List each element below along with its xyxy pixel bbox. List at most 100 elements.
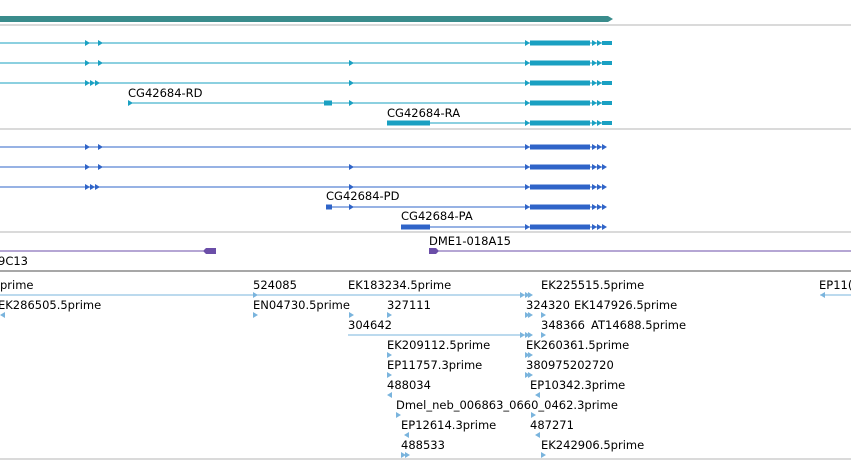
est-label[interactable]: 327111 [387,298,431,312]
strand-arrow-icon [98,144,103,150]
gene-track [0,16,613,22]
clone-start-marker [429,248,439,254]
strand-arrow-icon [95,184,100,190]
strand-arrow-icon [592,60,597,66]
strand-arrow-icon [396,412,401,418]
strand-arrow-icon [349,100,354,106]
strand-arrow-icon [349,60,354,66]
strand-arrow-icon [525,120,530,126]
protein-track [0,144,607,230]
exon-block [530,120,590,126]
est-label[interactable]: EK183234.5prime [348,278,451,292]
strand-arrow-icon [405,452,410,458]
strand-arrow-icon [528,352,533,358]
est-label[interactable]: 488533 [401,438,445,452]
strand-arrow-icon [528,372,533,378]
est-label[interactable]: 380975202720 [526,358,614,372]
transcript-label-ra: CG42684-RA [387,106,460,120]
est-label[interactable]: 487271 [530,418,574,432]
est-label[interactable]: EP11( [819,278,851,292]
strand-arrow-icon [85,80,90,86]
strand-arrow-icon [85,60,90,66]
exon-block [530,100,590,106]
est-label[interactable]: EK225515.5prime [541,278,644,292]
strand-arrow-icon [592,40,597,46]
exon-block [530,184,590,190]
est-label[interactable]: 304642 [348,318,392,332]
strand-arrow-icon [525,292,530,298]
strand-arrow-icon [541,452,546,458]
strand-arrow-icon [592,224,597,230]
protein-label-pa: CG42684-PA [401,209,473,223]
transcript-track [0,40,612,126]
strand-arrow-icon [525,184,530,190]
strand-arrow-icon [349,312,354,318]
strand-arrow-icon [401,452,406,458]
strand-arrow-icon [525,224,530,230]
strand-arrow-icon [525,100,530,106]
strand-arrow-icon [349,164,354,170]
strand-arrow-icon [128,100,133,106]
strand-arrow-icon [592,144,597,150]
est-label[interactable]: Dmel_neb_006863_0660_0462.3prime [396,398,618,412]
strand-arrow-icon [525,204,530,210]
strand-arrow-icon [597,184,602,190]
est-label[interactable]: EP11757.3prime [387,358,482,372]
est-label[interactable]: 488034 [387,378,431,392]
est-label[interactable]: 324320 [526,298,570,312]
strand-arrow-icon [85,164,90,170]
est-label[interactable]: 524085 [253,278,297,292]
est-label[interactable]: EP12614.3prime [401,418,496,432]
strand-arrow-icon [520,332,525,338]
protein-label-pd: CG42684-PD [326,189,400,203]
strand-arrow-icon [525,164,530,170]
exon-block [530,40,590,46]
est-label[interactable]: EK260361.5prime [526,338,629,352]
est-track [0,292,851,458]
exon-block [530,204,590,210]
exon-block [530,60,590,66]
strand-arrow-icon [525,60,530,66]
strand-arrow-icon [535,392,540,398]
exon-block [530,224,590,230]
clone-label-dme1-018a15: DME1-018A15 [429,234,511,248]
strand-arrow-icon [387,372,392,378]
strand-arrow-icon [541,332,546,338]
strand-arrow-icon [0,312,5,318]
exon-block [401,224,430,230]
strand-arrow-icon [85,40,90,46]
est-label[interactable]: EK209112.5prime [387,338,490,352]
strand-arrow-icon [602,204,607,210]
strand-arrow-icon [528,332,533,338]
strand-arrow-icon [525,40,530,46]
exon-block [324,100,332,106]
est-label[interactable]: EK242906.5prime [541,438,644,452]
clone-end-marker [203,248,216,254]
clone-label-9c13: 9C13 [0,254,28,268]
strand-arrow-icon [597,100,602,106]
est-label[interactable]: EK147926.5prime [574,298,677,312]
strand-arrow-icon [528,312,533,318]
exon-block [387,120,430,126]
est-label[interactable]: prime [0,278,34,292]
strand-arrow-icon [597,164,602,170]
strand-arrow-icon [525,144,530,150]
strand-arrow-icon [592,100,597,106]
strand-arrow-icon [602,224,607,230]
est-label[interactable]: EK286505.5prime [0,298,101,312]
est-label[interactable]: EN04730.5prime [253,298,350,312]
strand-arrow-icon [95,80,100,86]
strand-arrow-icon [592,120,597,126]
strand-arrow-icon [597,80,602,86]
est-label[interactable]: AT14688.5prime [591,318,686,332]
exon-block [602,101,612,105]
gene-model-bar[interactable] [0,16,613,22]
est-label[interactable]: 348366 [541,318,585,332]
est-label[interactable]: EP10342.3prime [530,378,625,392]
exon-block [530,80,590,86]
strand-arrow-icon [387,312,392,318]
exon-block [602,81,612,85]
strand-arrow-icon [85,144,90,150]
clone-track: 9C13 DME1-018A15 [0,234,851,268]
